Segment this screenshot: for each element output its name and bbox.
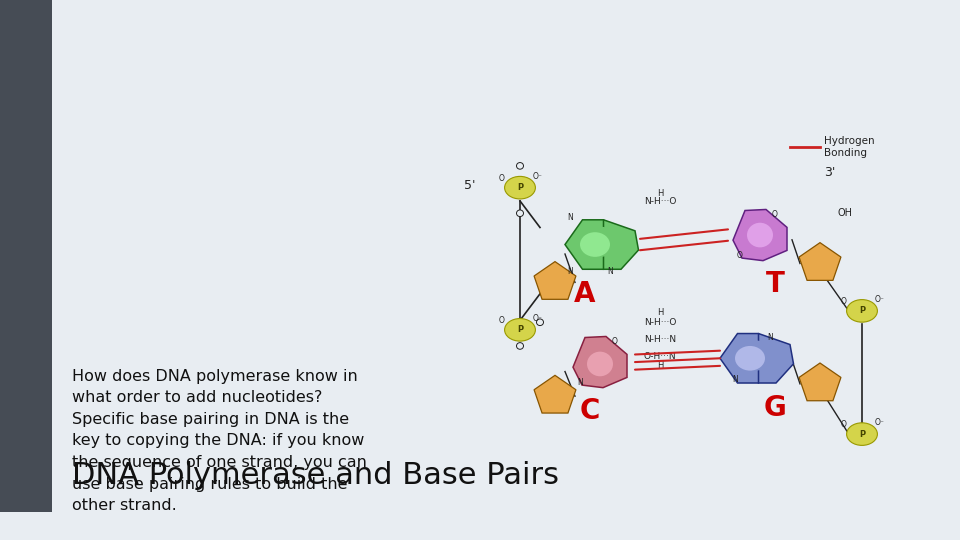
Text: C: C [580, 397, 600, 426]
Text: DNA Polymerase and Base Pairs: DNA Polymerase and Base Pairs [72, 461, 559, 490]
Bar [0, 0, 52, 512]
Ellipse shape [537, 319, 543, 326]
Text: N: N [567, 267, 573, 275]
Polygon shape [799, 242, 841, 280]
Text: O: O [772, 210, 778, 219]
Text: H: H [657, 308, 663, 318]
Ellipse shape [580, 232, 610, 257]
Ellipse shape [516, 163, 523, 169]
Text: N: N [577, 379, 583, 387]
Polygon shape [758, 334, 794, 383]
Ellipse shape [516, 343, 523, 349]
Text: Hydrogen
Bonding: Hydrogen Bonding [824, 136, 875, 158]
Text: P: P [516, 183, 523, 192]
Text: O: O [499, 316, 505, 325]
Ellipse shape [585, 349, 617, 377]
Text: N: N [767, 333, 773, 342]
Polygon shape [534, 261, 576, 299]
Polygon shape [604, 220, 638, 269]
Text: H: H [657, 361, 663, 370]
Polygon shape [720, 334, 773, 383]
Text: 3': 3' [824, 166, 835, 179]
Text: O: O [737, 252, 743, 260]
Polygon shape [565, 220, 617, 269]
Ellipse shape [505, 319, 536, 341]
Ellipse shape [747, 222, 773, 247]
Text: O: O [499, 174, 505, 183]
Text: O⁻: O⁻ [876, 418, 885, 427]
Text: O: O [841, 420, 847, 429]
Ellipse shape [735, 340, 775, 370]
Text: N-H···N: N-H···N [644, 335, 676, 344]
Polygon shape [573, 336, 627, 388]
Polygon shape [799, 363, 841, 401]
Ellipse shape [516, 210, 523, 217]
Text: O: O [612, 337, 618, 346]
Ellipse shape [735, 346, 765, 370]
Text: O-H···N: O-H···N [644, 352, 676, 361]
Text: N-H···O: N-H···O [644, 198, 676, 206]
Ellipse shape [581, 227, 619, 257]
Polygon shape [534, 375, 576, 413]
Text: N: N [567, 213, 573, 222]
Text: O⁻: O⁻ [533, 172, 543, 181]
Text: G: G [763, 394, 786, 422]
Text: P: P [859, 306, 865, 315]
Ellipse shape [745, 222, 778, 250]
Text: 5': 5' [464, 179, 475, 192]
Text: OH: OH [838, 208, 853, 218]
Polygon shape [733, 210, 787, 261]
Ellipse shape [847, 423, 877, 445]
Text: H: H [657, 189, 663, 198]
Text: N-H···O: N-H···O [644, 318, 676, 327]
Ellipse shape [587, 352, 613, 376]
Ellipse shape [505, 177, 536, 199]
Text: O: O [841, 297, 847, 306]
Text: N: N [732, 375, 738, 383]
Text: N: N [607, 267, 612, 275]
Text: P: P [516, 325, 523, 334]
Text: O⁻: O⁻ [876, 295, 885, 304]
Text: A: A [574, 280, 596, 308]
Text: O⁻: O⁻ [533, 314, 543, 323]
Ellipse shape [847, 300, 877, 322]
Text: P: P [859, 430, 865, 438]
Text: T: T [765, 271, 784, 298]
Text: How does DNA polymerase know in
what order to add nucleotides?
Specific base pai: How does DNA polymerase know in what ord… [72, 368, 367, 513]
